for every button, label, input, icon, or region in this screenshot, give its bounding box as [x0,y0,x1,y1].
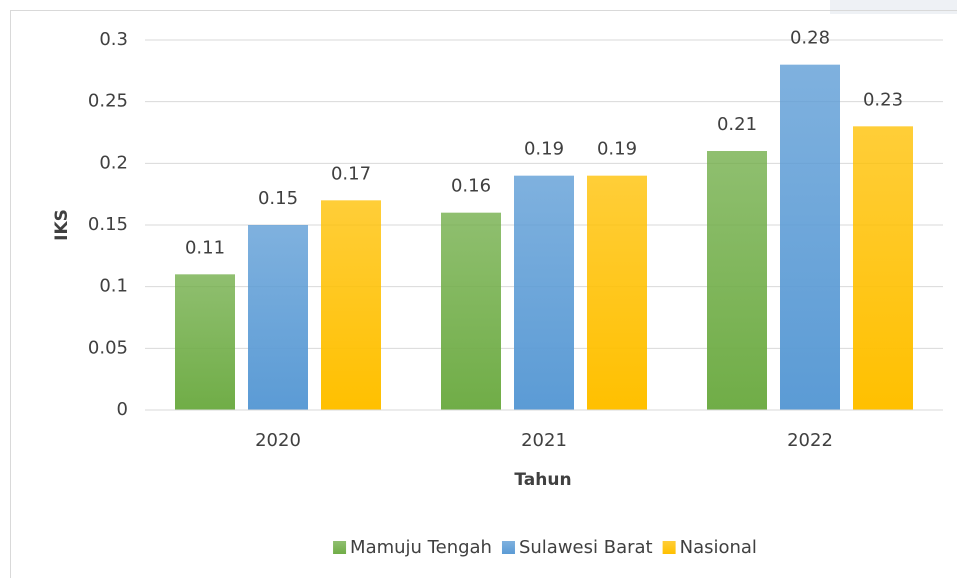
legend-swatch [333,541,347,554]
bar [441,212,501,410]
y-tick-label: 0.05 [88,337,128,358]
chart-border [10,10,957,578]
data-label: 0.23 [863,89,903,110]
data-label: 0.19 [597,139,637,160]
bar [707,151,767,410]
x-tick-label: 2021 [521,430,567,451]
legend-label: Mamuju Tengah [350,537,492,558]
data-label: 0.28 [790,28,830,49]
bar [175,274,235,410]
y-tick-label: 0.15 [88,214,128,235]
y-axis-title: IKS [52,209,72,241]
bar [587,175,647,410]
bar [853,126,913,410]
data-label: 0.19 [524,139,564,160]
x-tick-label: 2022 [787,430,833,451]
legend-swatch [662,541,676,554]
legend-label: Sulawesi Barat [519,537,653,558]
y-tick-label: 0 [117,399,128,420]
data-label: 0.16 [451,176,491,197]
y-tick-label: 0.25 [88,91,128,112]
legend-label: Nasional [680,537,757,558]
data-label: 0.21 [717,114,757,135]
y-tick-label: 0.3 [99,29,128,50]
background-panel [830,0,957,14]
data-label: 0.15 [258,188,298,209]
bar [514,175,574,410]
bar [321,200,381,410]
data-label: 0.11 [185,237,225,258]
bar [248,225,308,410]
y-tick-label: 0.1 [99,276,128,297]
data-label: 0.17 [331,163,371,184]
bar [780,64,840,411]
x-tick-label: 2020 [255,430,301,451]
y-tick-label: 0.2 [99,152,128,173]
legend-swatch [501,541,515,554]
x-axis-title: Tahun [514,470,571,490]
